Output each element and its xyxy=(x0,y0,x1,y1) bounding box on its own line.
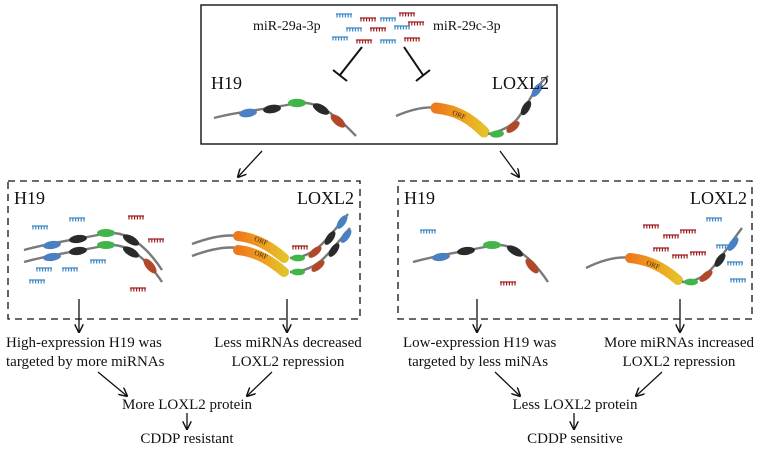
arrow-right-to-protein-a xyxy=(494,371,520,396)
mirna-glyph xyxy=(360,17,376,22)
left-loxl2-result: Less miRNAs decreased LOXL2 repression xyxy=(213,334,363,372)
mirna-cluster-top xyxy=(332,12,424,44)
mirna-glyph xyxy=(653,247,669,252)
mirna-glyph xyxy=(380,39,396,44)
right-protein-result: Less LOXL2 protein xyxy=(512,397,638,413)
mirna-glyph xyxy=(727,261,743,266)
left-panel-frame xyxy=(7,180,361,320)
mirna-glyph xyxy=(500,281,516,286)
left-h19-result: High-expression H19 was targeted by more… xyxy=(6,334,165,372)
top-panel-frame xyxy=(200,4,558,145)
gene-label-h19-top: H19 xyxy=(211,73,242,93)
mirna-glyph xyxy=(706,217,722,222)
mirna-glyph xyxy=(29,279,45,284)
mirna-glyph xyxy=(128,215,144,220)
mirna-label-right: miR-29c-3p xyxy=(433,19,501,34)
left-outcome: CDDP resistant xyxy=(140,431,234,447)
mirna-glyph xyxy=(69,217,85,222)
mirna-glyph xyxy=(394,25,410,30)
gene-label-loxl2-top: LOXL2 xyxy=(492,73,549,93)
mirna-glyph xyxy=(663,234,679,239)
gene-label-h19-left: H19 xyxy=(14,188,45,208)
right-h19-result-line1: Low-expression H19 was xyxy=(403,335,557,351)
h19-strands-left xyxy=(23,229,163,283)
left-loxl2-result-line1: Less miRNAs decreased xyxy=(214,335,362,351)
left-loxl2-result-line2: LOXL2 repression xyxy=(231,354,345,370)
inhibition-right xyxy=(403,46,431,82)
mirna-label-left: miR-29a-3p xyxy=(253,19,321,34)
mirna-glyph xyxy=(408,21,424,26)
arrow-left-to-protein-b xyxy=(247,371,273,396)
loxl2-strands-left xyxy=(191,213,352,277)
mirna-cluster-left xyxy=(29,215,308,292)
mirna-glyph xyxy=(380,17,396,22)
left-h19-result-line1: High-expression H19 was xyxy=(6,335,162,351)
arrow-right-to-protein-b xyxy=(636,371,663,396)
loxl2-strand-right xyxy=(585,227,743,286)
left-h19-result-line2: targeted by more miRNAs xyxy=(6,354,165,370)
mirna-glyph xyxy=(332,36,348,41)
mirna-glyph xyxy=(680,229,696,234)
mirna-glyph xyxy=(346,27,362,32)
arrow-left-to-protein-a xyxy=(97,371,127,396)
mirna-glyph xyxy=(356,39,372,44)
right-h19-result: Low-expression H19 was targeted by less … xyxy=(403,334,557,372)
mirna-glyph xyxy=(292,245,308,250)
mirna-glyph xyxy=(404,37,420,42)
right-h19-result-line2: targeted by less miNAs xyxy=(407,354,549,370)
mirna-glyph xyxy=(62,267,78,272)
mirna-glyph xyxy=(672,254,688,259)
loxl2-strand-top xyxy=(395,75,549,138)
mirna-glyph xyxy=(690,251,706,256)
right-loxl2-result-line1: More miRNAs increased xyxy=(604,335,754,351)
mirna-glyph xyxy=(32,225,48,230)
mirna-glyph xyxy=(36,267,52,272)
mirna-glyph xyxy=(730,278,746,283)
right-loxl2-result: More miRNAs increased LOXL2 repression xyxy=(604,334,754,372)
right-loxl2-result-line2: LOXL2 repression xyxy=(622,354,736,370)
gene-label-loxl2-left: LOXL2 xyxy=(297,188,354,208)
mirna-glyph xyxy=(336,13,352,18)
mirna-glyph xyxy=(148,238,164,243)
h19-strand-top xyxy=(213,98,357,137)
gene-label-h19-right: H19 xyxy=(404,188,435,208)
arrow-to-right-panel xyxy=(499,150,519,177)
right-outcome: CDDP sensitive xyxy=(527,431,623,447)
inhibition-left xyxy=(332,46,363,82)
mirna-glyph xyxy=(370,27,386,32)
h19-strand-right xyxy=(412,241,549,283)
mirna-glyph xyxy=(90,259,106,264)
mirna-cluster-right xyxy=(420,217,746,286)
mirna-glyph xyxy=(420,229,436,234)
gene-label-loxl2-right: LOXL2 xyxy=(690,188,747,208)
mirna-glyph xyxy=(716,244,732,249)
left-protein-result: More LOXL2 protein xyxy=(122,397,252,413)
arrow-to-left-panel xyxy=(238,150,263,177)
mirna-glyph xyxy=(130,287,146,292)
mirna-glyph xyxy=(643,224,659,229)
mirna-glyph xyxy=(399,12,415,17)
right-panel-frame xyxy=(397,180,753,320)
